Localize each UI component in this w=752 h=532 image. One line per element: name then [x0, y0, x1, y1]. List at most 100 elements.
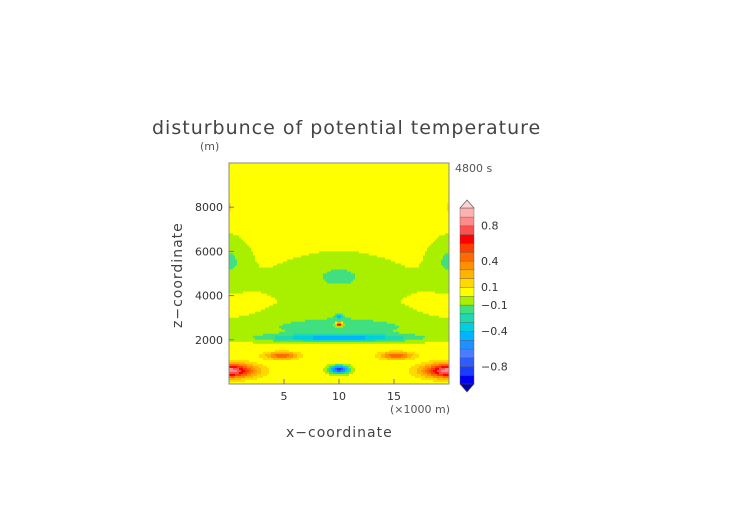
field-cell	[355, 217, 358, 220]
field-cell	[319, 239, 322, 242]
field-cell	[441, 243, 444, 246]
field-cell	[445, 195, 448, 198]
field-cell	[439, 163, 442, 166]
field-cell	[351, 181, 354, 184]
field-cell	[381, 247, 384, 250]
field-cell	[275, 217, 278, 220]
field-cell	[345, 209, 348, 212]
field-cell	[293, 189, 296, 192]
field-cell	[443, 229, 446, 232]
field-cell	[249, 169, 252, 172]
field-cell	[267, 247, 270, 250]
field-cell	[401, 235, 404, 238]
field-cell	[349, 207, 352, 210]
field-cell	[323, 173, 326, 176]
field-cell	[299, 217, 302, 220]
field-cell	[359, 179, 362, 182]
field-cell	[395, 185, 398, 188]
field-cell	[379, 233, 382, 236]
field-cell	[357, 169, 360, 172]
field-cell	[397, 239, 400, 242]
field-cell	[401, 193, 404, 196]
field-cell	[381, 211, 384, 214]
field-cell	[245, 187, 248, 190]
field-cell	[337, 187, 340, 190]
field-cell	[251, 179, 254, 182]
field-cell	[337, 175, 340, 178]
field-cell	[319, 173, 322, 176]
field-cell	[259, 221, 262, 224]
field-cell	[251, 233, 254, 236]
field-cell	[407, 201, 410, 204]
field-cell	[245, 181, 248, 184]
field-cell	[369, 229, 372, 232]
field-cell	[233, 251, 236, 254]
field-cell	[261, 233, 264, 236]
field-cell	[367, 237, 370, 240]
field-cell	[439, 181, 442, 184]
field-cell	[421, 233, 424, 236]
field-cell	[403, 219, 406, 222]
field-cell	[257, 231, 260, 234]
field-cell	[425, 181, 428, 184]
field-cell	[371, 171, 374, 174]
field-cell	[281, 223, 284, 226]
field-cell	[237, 171, 240, 174]
field-cell	[319, 199, 322, 202]
field-cell	[297, 227, 300, 230]
field-cell	[343, 197, 346, 200]
field-cell	[327, 217, 330, 220]
field-cell	[239, 211, 242, 214]
field-cell	[335, 223, 338, 226]
field-cell	[253, 203, 256, 206]
field-cell	[375, 163, 378, 166]
field-cell	[391, 237, 394, 240]
field-cell	[231, 221, 234, 224]
field-cell	[401, 233, 404, 236]
field-cell	[269, 193, 272, 196]
field-cell	[367, 251, 370, 254]
field-cell	[283, 183, 286, 186]
field-cell	[423, 227, 426, 230]
field-cell	[417, 191, 420, 194]
field-cell	[303, 225, 306, 228]
field-cell	[305, 185, 308, 188]
field-cell	[279, 239, 282, 242]
field-cell	[365, 217, 368, 220]
field-cell	[415, 219, 418, 222]
field-cell	[367, 195, 370, 198]
field-cell	[359, 199, 362, 202]
field-cell	[327, 227, 330, 230]
field-cell	[405, 215, 408, 218]
field-cell	[359, 205, 362, 208]
field-cell	[397, 215, 400, 218]
field-cell	[377, 211, 380, 214]
field-cell	[283, 217, 286, 220]
field-cell	[445, 201, 448, 204]
field-cell	[321, 197, 324, 200]
field-cell	[369, 223, 372, 226]
field-cell	[333, 249, 336, 252]
field-cell	[231, 187, 234, 190]
field-cell	[311, 169, 314, 172]
field-cell	[291, 187, 294, 190]
field-cell	[303, 229, 306, 232]
field-cell	[393, 223, 396, 226]
field-cell	[285, 229, 288, 232]
field-cell	[377, 237, 380, 240]
field-cell	[261, 189, 264, 192]
field-cell	[305, 253, 308, 256]
field-cell	[267, 187, 270, 190]
field-cell	[321, 247, 324, 250]
field-cell	[247, 221, 250, 224]
field-cell	[259, 179, 262, 182]
field-cell	[409, 215, 412, 218]
field-cell	[403, 177, 406, 180]
field-cell	[241, 253, 244, 256]
field-cell	[329, 187, 332, 190]
field-cell	[301, 253, 304, 256]
field-cell	[311, 199, 314, 202]
field-cell	[331, 243, 334, 246]
field-cell	[413, 169, 416, 172]
field-cell	[249, 249, 252, 252]
